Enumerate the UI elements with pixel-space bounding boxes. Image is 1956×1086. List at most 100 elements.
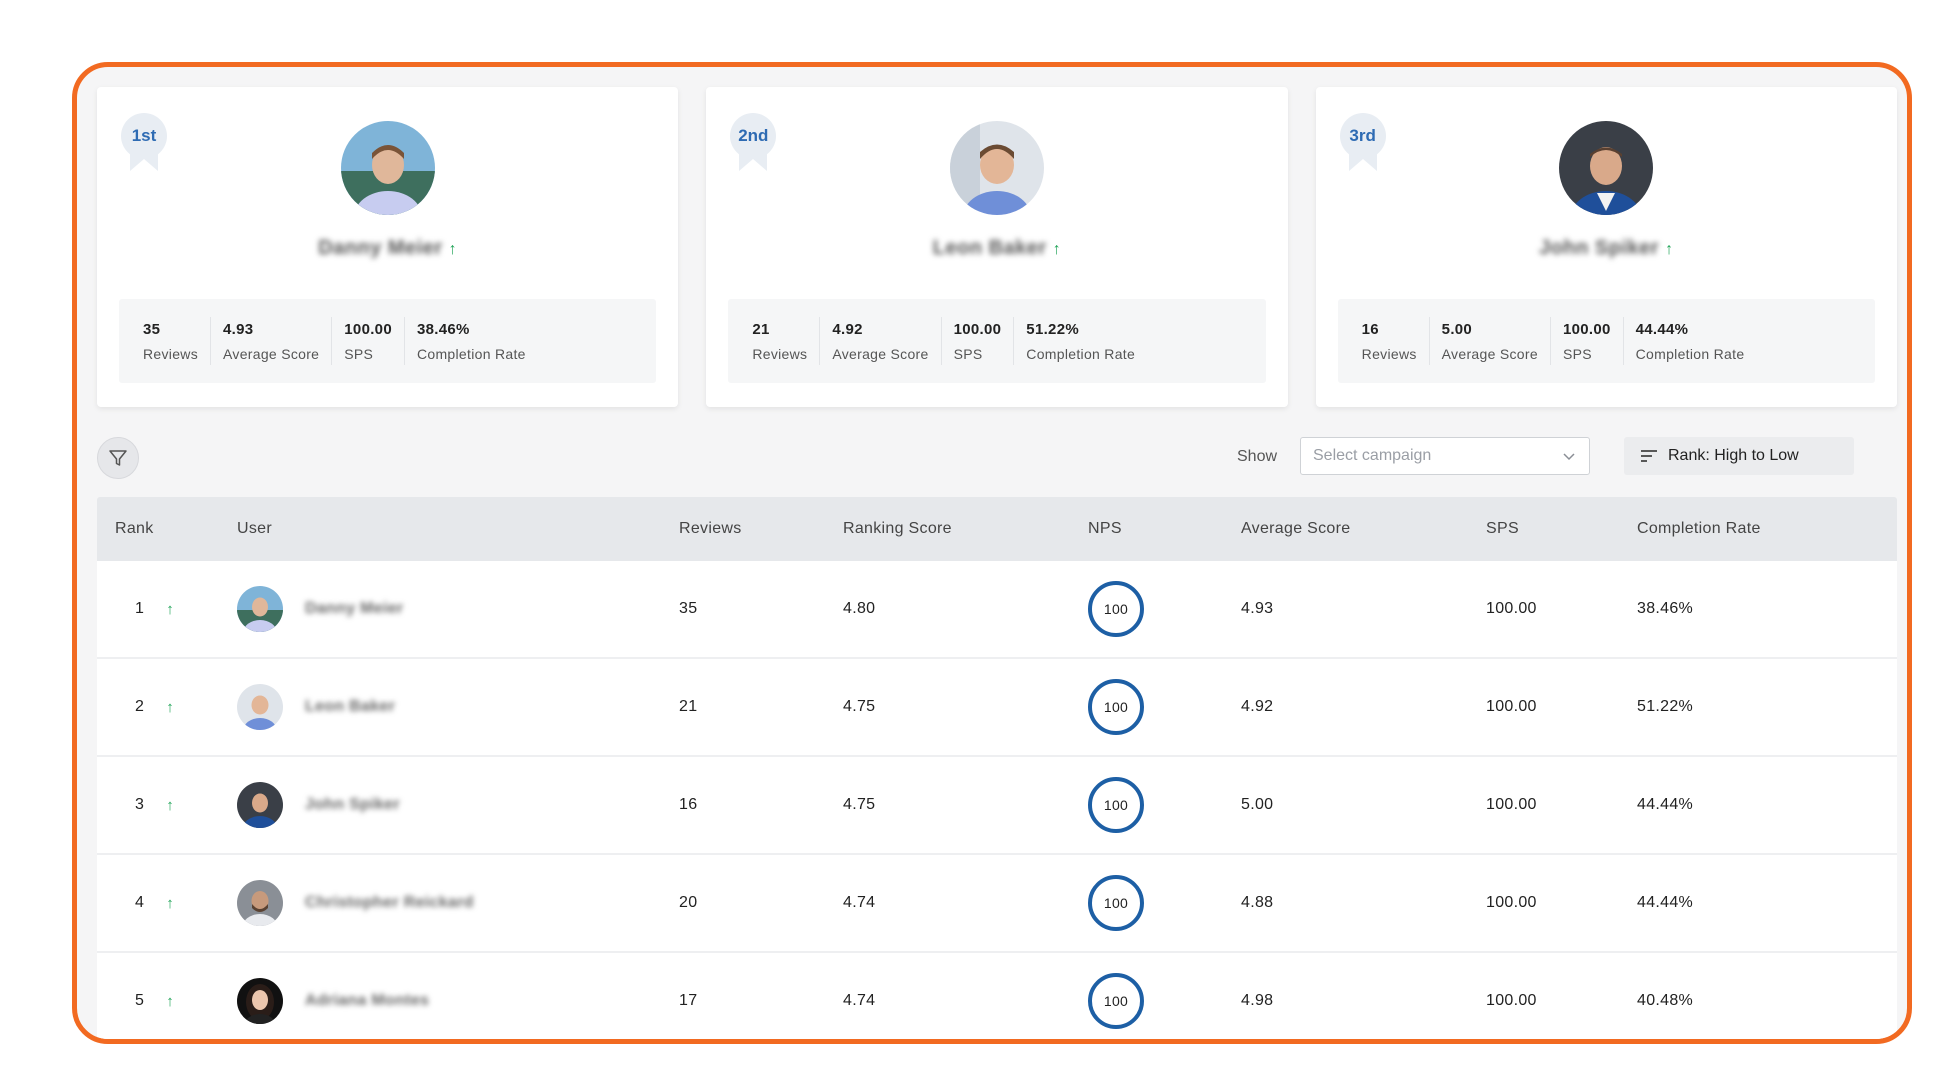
user-name[interactable]: Christopher Reickard — [305, 894, 474, 911]
leaderboard-table: Rank User Reviews Ranking Score NPS Aver… — [97, 497, 1897, 1039]
rank-number: 2 — [135, 698, 145, 715]
stat-value: 4.93 — [223, 320, 254, 338]
reviews-cell: 21 — [679, 698, 698, 715]
stat-label: Completion Rate — [1635, 345, 1745, 362]
stat-value: 44.44% — [1635, 320, 1689, 338]
avatar — [237, 586, 283, 632]
user-name[interactable]: John Spiker — [305, 796, 400, 813]
ranking-score-cell: 4.75 — [843, 698, 876, 715]
ranking-score-cell: 4.80 — [843, 600, 876, 617]
sort-button[interactable]: Rank: High to Low — [1624, 437, 1854, 475]
place-badge: 3rd — [1339, 113, 1386, 159]
stat-value: 38.46% — [416, 320, 470, 338]
stat-label: SPS — [1562, 345, 1592, 362]
header-user[interactable]: User — [237, 520, 272, 537]
ranking-score-cell: 4.75 — [843, 796, 876, 813]
reviews-cell: 35 — [679, 600, 698, 617]
stat-value: 21 — [752, 320, 770, 338]
completion-rate-cell: 44.44% — [1637, 796, 1694, 813]
avatar — [340, 121, 435, 215]
stat-label: Completion Rate — [1026, 345, 1136, 362]
campaign-select[interactable]: Select campaign — [1300, 437, 1590, 475]
stat-value: 51.22% — [1026, 320, 1079, 338]
avatar — [237, 978, 283, 1024]
stat-label: Average Score — [223, 345, 320, 362]
chevron-down-icon — [1563, 453, 1575, 461]
reviews-cell: 16 — [679, 796, 698, 813]
arrow-up-icon: ↑ — [166, 698, 175, 716]
stat-value: 35 — [143, 320, 161, 338]
podium-card-3[interactable]: 3rd John Spiker ↑ 16 Reviews 5.00 Average S… — [1315, 87, 1897, 407]
sps-cell: 100.00 — [1486, 894, 1537, 911]
stat-value: 100.00 — [1562, 320, 1611, 338]
avatar — [949, 121, 1044, 215]
nps-badge: 100 — [1088, 581, 1144, 637]
podium-stats: 35 Reviews 4.93 Average Score 100.00 SPS 38… — [119, 299, 657, 383]
place-ribbon-icon: 3rd — [1339, 113, 1386, 175]
place-ribbon-icon: 2nd — [730, 113, 777, 175]
average-score-cell: 5.00 — [1241, 796, 1274, 813]
place-ribbon-icon: 1st — [121, 113, 167, 175]
table-row[interactable]: 5 ↑ Adriana Montes 17 4.74 100 4.98 100.0… — [97, 953, 1897, 1039]
place-badge: 1st — [121, 113, 167, 159]
user-name[interactable]: Adriana Montes — [305, 992, 430, 1009]
table-row[interactable]: 4 ↑ Christopher Reickard 20 4.74 100 4.88… — [97, 855, 1897, 953]
average-score-cell: 4.93 — [1241, 600, 1274, 617]
podium-user-name: Leon Baker ↑ — [932, 237, 1062, 259]
stat-value: 5.00 — [1441, 320, 1473, 338]
completion-rate-cell: 51.22% — [1637, 698, 1694, 715]
stat-label: Average Score — [1441, 345, 1538, 362]
header-rank[interactable]: Rank — [115, 520, 154, 537]
completion-rate-cell: 44.44% — [1637, 894, 1694, 911]
sps-cell: 100.00 — [1486, 600, 1537, 617]
reviews-cell: 20 — [679, 894, 698, 911]
stat-label: SPS — [344, 345, 374, 362]
arrow-up-icon: ↑ — [166, 894, 175, 912]
completion-rate-cell: 38.46% — [1637, 600, 1694, 617]
table-header: Rank User Reviews Ranking Score NPS Aver… — [97, 497, 1897, 561]
stat-value: 100.00 — [953, 320, 1002, 338]
header-ranking-score[interactable]: Ranking Score — [843, 520, 952, 537]
stat-label: Reviews — [143, 345, 199, 362]
rank-number: 4 — [135, 894, 145, 911]
rank-number: 5 — [135, 992, 145, 1009]
sort-icon — [1641, 450, 1657, 462]
user-name[interactable]: Danny Meier — [305, 600, 404, 617]
stat-label: Completion Rate — [416, 345, 526, 362]
arrow-up-icon: ↑ — [166, 992, 175, 1010]
header-completion-rate[interactable]: Completion Rate — [1637, 520, 1761, 537]
filter-button[interactable] — [97, 437, 139, 479]
podium-card-1[interactable]: 1st Danny Meier ↑ 35 Reviews 4.93 Average S… — [97, 87, 679, 407]
filter-icon — [109, 450, 127, 466]
sps-cell: 100.00 — [1486, 992, 1537, 1009]
podium-user-name: Danny Meier ↑ — [318, 237, 458, 259]
podium-card-2[interactable]: 2nd Leon Baker ↑ 21 Reviews 4.92 Average Sc… — [706, 87, 1288, 407]
header-reviews[interactable]: Reviews — [679, 520, 742, 537]
table-row[interactable]: 1 ↑ Danny Meier 35 4.80 100 4.93 100.00 3… — [97, 561, 1897, 659]
header-average-score[interactable]: Average Score — [1241, 520, 1351, 537]
nps-badge: 100 — [1088, 973, 1144, 1029]
arrow-up-icon: ↑ — [448, 241, 458, 258]
ranking-score-cell: 4.74 — [843, 992, 876, 1009]
table-row[interactable]: 2 ↑ Leon Baker 21 4.75 100 4.92 100.00 51… — [97, 659, 1897, 757]
rank-number: 3 — [135, 796, 145, 813]
arrow-up-icon: ↑ — [1052, 241, 1062, 258]
show-label: Show — [1237, 448, 1278, 465]
place-badge: 2nd — [730, 113, 777, 159]
podium-user-name: John Spiker ↑ — [1539, 237, 1674, 259]
header-nps[interactable]: NPS — [1088, 520, 1122, 537]
header-sps[interactable]: SPS — [1486, 520, 1519, 537]
stat-label: Average Score — [832, 345, 929, 362]
sort-label: Rank: High to Low — [1668, 447, 1799, 464]
stat-label: SPS — [953, 345, 983, 362]
average-score-cell: 4.98 — [1241, 992, 1274, 1009]
sps-cell: 100.00 — [1486, 698, 1537, 715]
nps-badge: 100 — [1088, 777, 1144, 833]
table-row[interactable]: 3 ↑ John Spiker 16 4.75 100 5.00 100.00 4… — [97, 757, 1897, 855]
podium-stats: 21 Reviews 4.92 Average Score 100.00 SPS 51… — [728, 299, 1266, 383]
user-name[interactable]: Leon Baker — [305, 698, 396, 715]
avatar — [237, 880, 283, 926]
rank-number: 1 — [135, 600, 145, 617]
stat-value: 16 — [1361, 320, 1379, 338]
nps-badge: 100 — [1088, 679, 1144, 735]
